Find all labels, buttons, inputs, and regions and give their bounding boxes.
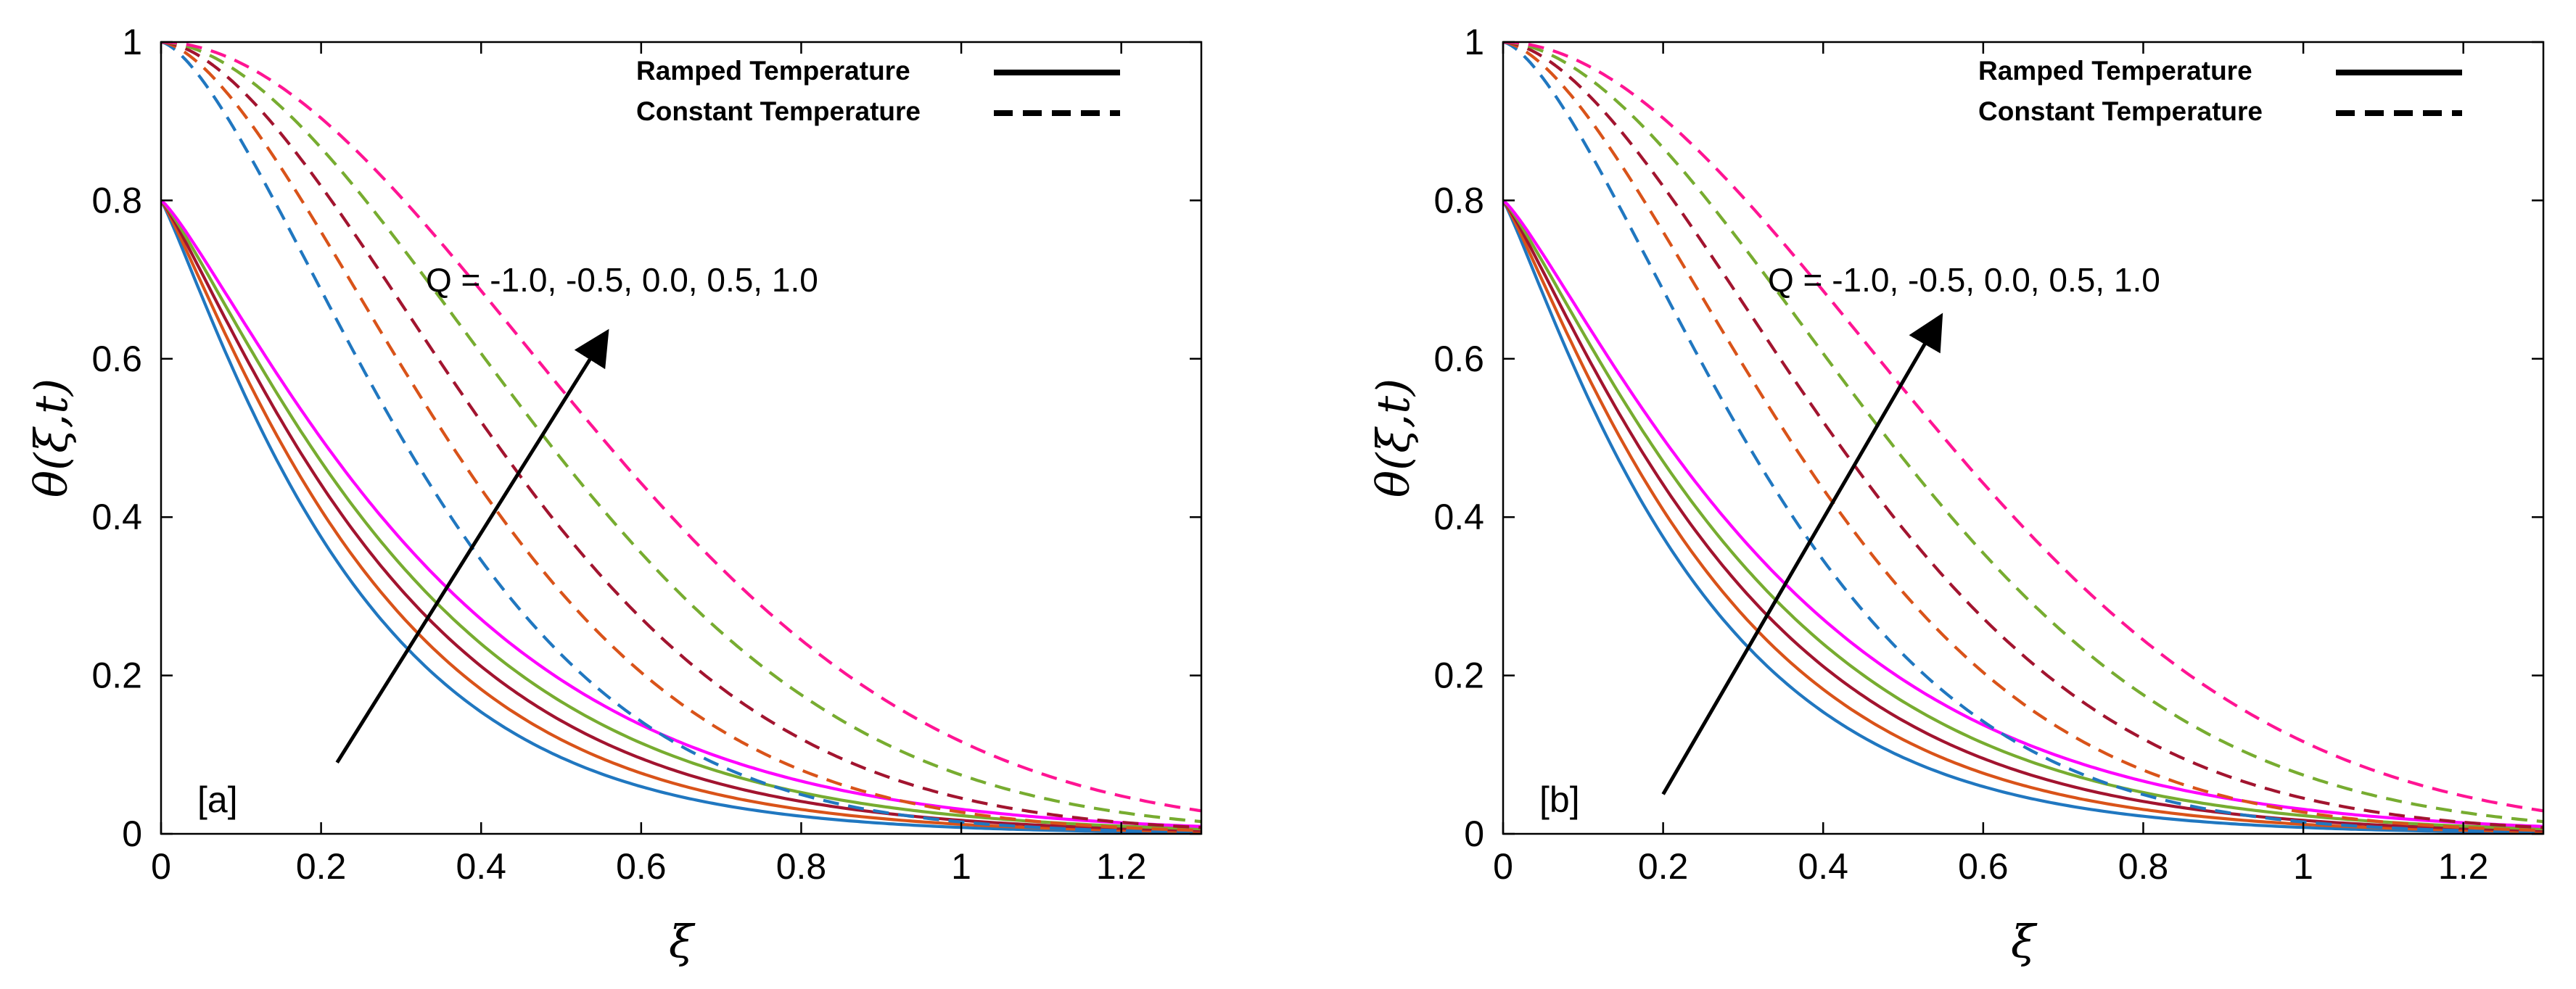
y-tick-label: 0.8 [91,180,142,220]
series-line [1503,199,2543,834]
x-tick-label: 1.2 [1096,846,1147,887]
axes-box [1502,41,2545,835]
x-tick-label: 0.6 [616,846,667,887]
y-tick-label: 0 [122,814,142,854]
x-axis-label: ξ [669,915,696,968]
annotation-arrow [335,328,609,764]
series-line [1503,42,2543,834]
series-group [161,42,1201,834]
y-axis-label: θ(ξ,t) [25,378,78,497]
series-line [1503,42,2543,824]
y-tick-label: 0.8 [1433,180,1484,220]
x-tick-label: 0.8 [2118,846,2169,887]
chart-panel-b: 0 0.2 0.4 0.6 0.8 1 1.2 0 0.2 0.4 0.6 0.8 1 ξ θ(ξ,t) Ra… [1367,22,2545,968]
y-tick-label: 0.2 [91,655,142,696]
series-line [161,42,1201,834]
y-tick-label: 0.2 [1433,655,1484,696]
axes-box [160,41,1203,835]
series-line [161,42,1201,832]
series-line [1503,42,2543,829]
series-line [1503,42,2543,813]
y-tick-label: 0.4 [91,497,142,537]
x-tick-label: 0.4 [456,846,506,887]
series-line [161,42,1201,824]
series-line [161,42,1201,829]
series-line [161,199,1201,832]
legend-label: Constant Temperature [636,96,921,126]
series-line [1503,199,2543,832]
series-line [161,42,1201,813]
panel-label: [a] [197,779,238,820]
x-tick-label: 0.6 [1958,846,2009,887]
x-axis-label: ξ [2011,915,2038,968]
series-line [161,199,1201,834]
annotation-text: Q = -1.0, -0.5, 0.0, 0.5, 1.0 [426,261,818,299]
x-tick-label: 0.4 [1798,846,1848,887]
series-line [161,199,1201,828]
x-tick-label: 1 [951,846,971,887]
y-tick-label: 0.6 [91,339,142,379]
x-tick-label: 0 [151,846,171,887]
y-tick-label: 0 [1464,814,1484,854]
legend-label: Ramped Temperature [636,56,910,86]
legend-label: Ramped Temperature [1978,56,2252,86]
x-tick-label: 1.2 [2438,846,2489,887]
legend-label: Constant Temperature [1978,96,2263,126]
series-line [1503,42,2543,832]
series-line [1503,199,2543,828]
panel-label: [b] [1539,779,1580,820]
x-tick-label: 0 [1493,846,1513,887]
y-tick-label: 0.4 [1433,497,1484,537]
series-group [1503,42,2543,834]
y-tick-label: 1 [122,22,142,62]
y-axis-label: θ(ξ,t) [1367,378,1420,497]
y-tick-label: 0.6 [1433,339,1484,379]
y-tick-label: 1 [1464,22,1484,62]
x-tick-label: 0.2 [296,846,347,887]
x-tick-label: 0.2 [1638,846,1689,887]
annotation-arrow [1661,313,1943,795]
annotation-text: Q = -1.0, -0.5, 0.0, 0.5, 1.0 [1768,261,2160,299]
x-tick-label: 0.8 [776,846,827,887]
x-tick-label: 1 [2293,846,2313,887]
chart-panel-a: 0 0.2 0.4 0.6 0.8 1 1.2 0 0.2 0.4 0.6 0.8 1 ξ θ(ξ,t) Ra… [25,22,1203,968]
